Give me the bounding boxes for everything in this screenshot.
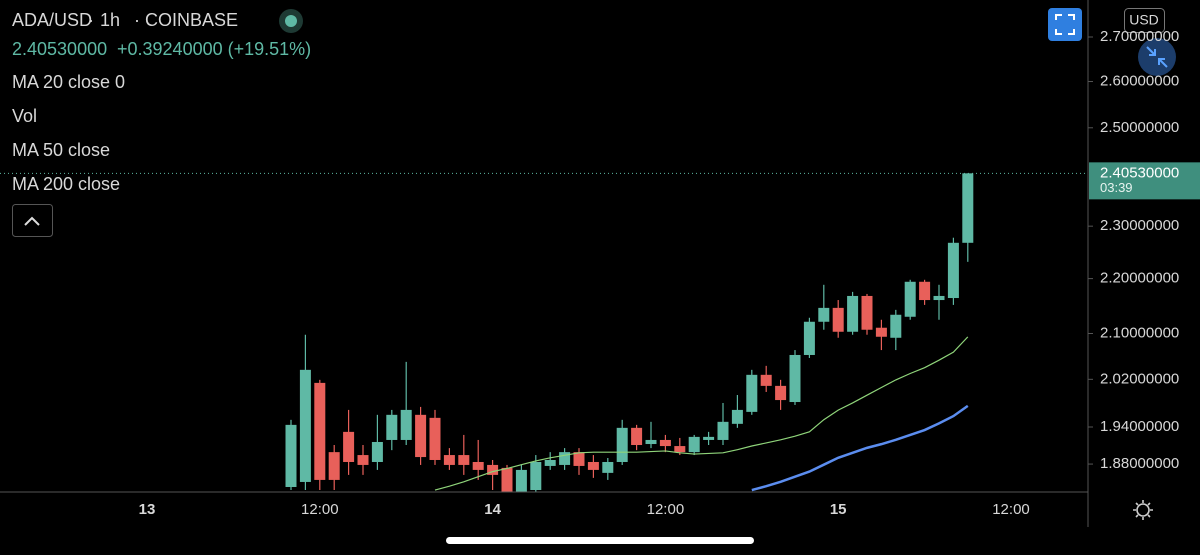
candle-body [299,369,311,482]
y-tick-label: 2.30000000 [1100,217,1179,234]
candle-body [703,436,715,440]
candle-body [559,452,571,465]
candle-body [515,469,527,492]
candle-body [386,414,398,440]
candle-body [645,439,657,445]
candle-body [919,281,931,301]
x-tick-label: 12:00 [992,501,1030,518]
candle-body [818,307,830,322]
legend-entry: MA 200 close [12,174,120,194]
x-tick-label: 12:00 [647,501,685,518]
candle-body [458,455,470,465]
bar-countdown: 03:39 [1100,180,1133,195]
separator: · [134,10,140,30]
indicator-legend: Vol [12,106,37,126]
indicator-legend: MA 20 close 0 [12,72,125,92]
minimize-button[interactable] [1138,38,1176,76]
home-indicator [446,537,754,544]
candle-body [962,173,974,243]
collapse-button[interactable] [12,204,53,237]
candle-body [803,321,815,355]
candle-body [616,427,628,462]
y-tick-label: 2.60000000 [1100,72,1179,89]
x-tick-label: 12:00 [301,501,339,518]
legend-entry: MA 50 close [12,140,110,160]
candle-body [429,417,441,460]
candle-body [371,441,383,462]
ma-line [434,336,969,491]
candle-body [760,374,772,386]
candle-body [415,414,427,458]
candle-body [832,307,844,332]
x-tick-label: 13 [139,501,156,518]
candle-body [443,455,455,465]
candle-body [631,427,643,446]
candle-body [602,461,614,473]
y-tick-label: 2.02000000 [1100,370,1179,387]
price: 2.40530000 [12,39,107,59]
candle-body [587,461,599,470]
candle-body [343,431,355,462]
fullscreen-button[interactable] [1048,8,1082,41]
candle-body [659,439,671,447]
plot-area [285,173,974,492]
candle-body [544,459,556,466]
price-change: +0.39240000 (+19.51%) [117,39,311,59]
candle-body [731,409,743,424]
candle-body [314,382,326,480]
y-tick-label: 1.88000000 [1100,455,1179,472]
ma-line [751,404,969,492]
candle-body [861,295,873,330]
candle-body [285,424,297,487]
candle-body [357,455,369,465]
x-tick-label: 15 [830,501,847,518]
symbol: ADA/USD [12,10,92,30]
candle-body [501,467,513,492]
candle-body [947,242,959,299]
candle-body [775,385,787,401]
settings-button[interactable] [1133,500,1153,520]
candle-body [487,464,499,475]
candle-body [847,295,859,332]
candle-body [530,461,542,491]
candle-body [789,354,801,403]
candle-body [688,436,700,453]
candle-body [472,461,484,470]
candle-body [573,452,585,466]
candle-body [746,374,758,412]
status-dot [285,15,297,27]
candle-body [717,421,729,440]
y-tick-label: 2.70000000 [1100,28,1179,45]
y-tick-label: 2.10000000 [1100,324,1179,341]
candle-body [890,314,902,338]
candle-body [904,281,916,317]
currency: USD [1129,12,1159,28]
y-tick-label: 2.50000000 [1100,119,1179,136]
candle-body [400,409,412,440]
candle-body [674,446,686,453]
currency-button[interactable]: USD [1124,8,1165,33]
separator: · [88,10,94,30]
y-tick-label: 2.20000000 [1100,270,1179,287]
exchange: COINBASE [145,10,238,30]
candle-body [933,295,945,301]
y-tick-label: 1.94000000 [1100,418,1179,435]
last-price-tag [1089,162,1200,200]
last-price-label: 2.40530000 [1100,164,1179,181]
interval: 1h [100,10,120,30]
candle-body [875,327,887,337]
x-tick-label: 14 [484,501,501,518]
candle-body [328,452,340,480]
